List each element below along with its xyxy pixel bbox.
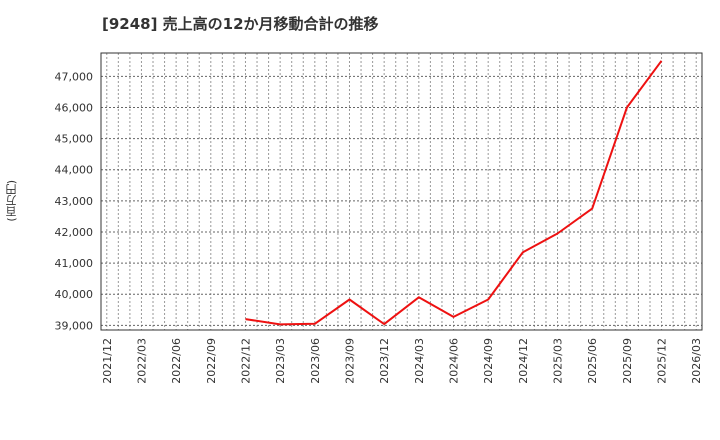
y-tick-label: 47,000 bbox=[55, 70, 94, 83]
x-tick-label: 2024/06 bbox=[448, 338, 461, 384]
x-tick-label: 2024/09 bbox=[482, 338, 495, 384]
y-tick-label: 43,000 bbox=[55, 195, 94, 208]
x-tick-label: 2026/03 bbox=[690, 338, 703, 384]
x-tick-label: 2022/06 bbox=[170, 338, 183, 384]
x-tick-label: 2023/03 bbox=[274, 338, 287, 384]
plot-frame bbox=[100, 52, 703, 331]
x-tick-label: 2023/09 bbox=[343, 338, 356, 384]
x-axis-ticks: 2021/12 2022/03 2022/06 2022/09 2022/12 2023/… bbox=[101, 338, 703, 384]
y-tick-label: 46,000 bbox=[55, 101, 94, 114]
grid-lines bbox=[101, 53, 702, 330]
x-tick-label: 2023/06 bbox=[309, 338, 322, 384]
y-tick-label: 39,000 bbox=[55, 319, 94, 332]
y-tick-label: 40,000 bbox=[55, 288, 94, 301]
x-tick-label: 2024/03 bbox=[413, 338, 426, 384]
x-tick-label: 2025/09 bbox=[621, 338, 634, 384]
x-tick-label: 2025/03 bbox=[552, 338, 565, 384]
data-line bbox=[245, 60, 663, 326]
x-tick-label: 2025/06 bbox=[586, 338, 599, 384]
x-tick-label: 2022/03 bbox=[135, 338, 148, 384]
x-tick-label: 2022/12 bbox=[239, 338, 252, 384]
x-tick-label: 2024/12 bbox=[517, 338, 530, 384]
x-tick-label: 2021/12 bbox=[101, 338, 114, 384]
chart-title: [9248] 売上高の12か月移動合計の推移 bbox=[102, 15, 379, 33]
x-tick-label: 2022/09 bbox=[205, 338, 218, 384]
y-tick-label: 45,000 bbox=[55, 133, 94, 146]
y-tick-label: 41,000 bbox=[55, 257, 94, 270]
x-tick-label: 2025/12 bbox=[656, 338, 669, 384]
y-tick-label: 44,000 bbox=[55, 164, 94, 177]
x-tick-label: 2023/12 bbox=[378, 338, 391, 384]
y-tick-label: 42,000 bbox=[55, 226, 94, 239]
y-axis-ticks: 39,000 40,000 41,000 42,000 43,000 44,000 45,0… bbox=[55, 70, 94, 332]
